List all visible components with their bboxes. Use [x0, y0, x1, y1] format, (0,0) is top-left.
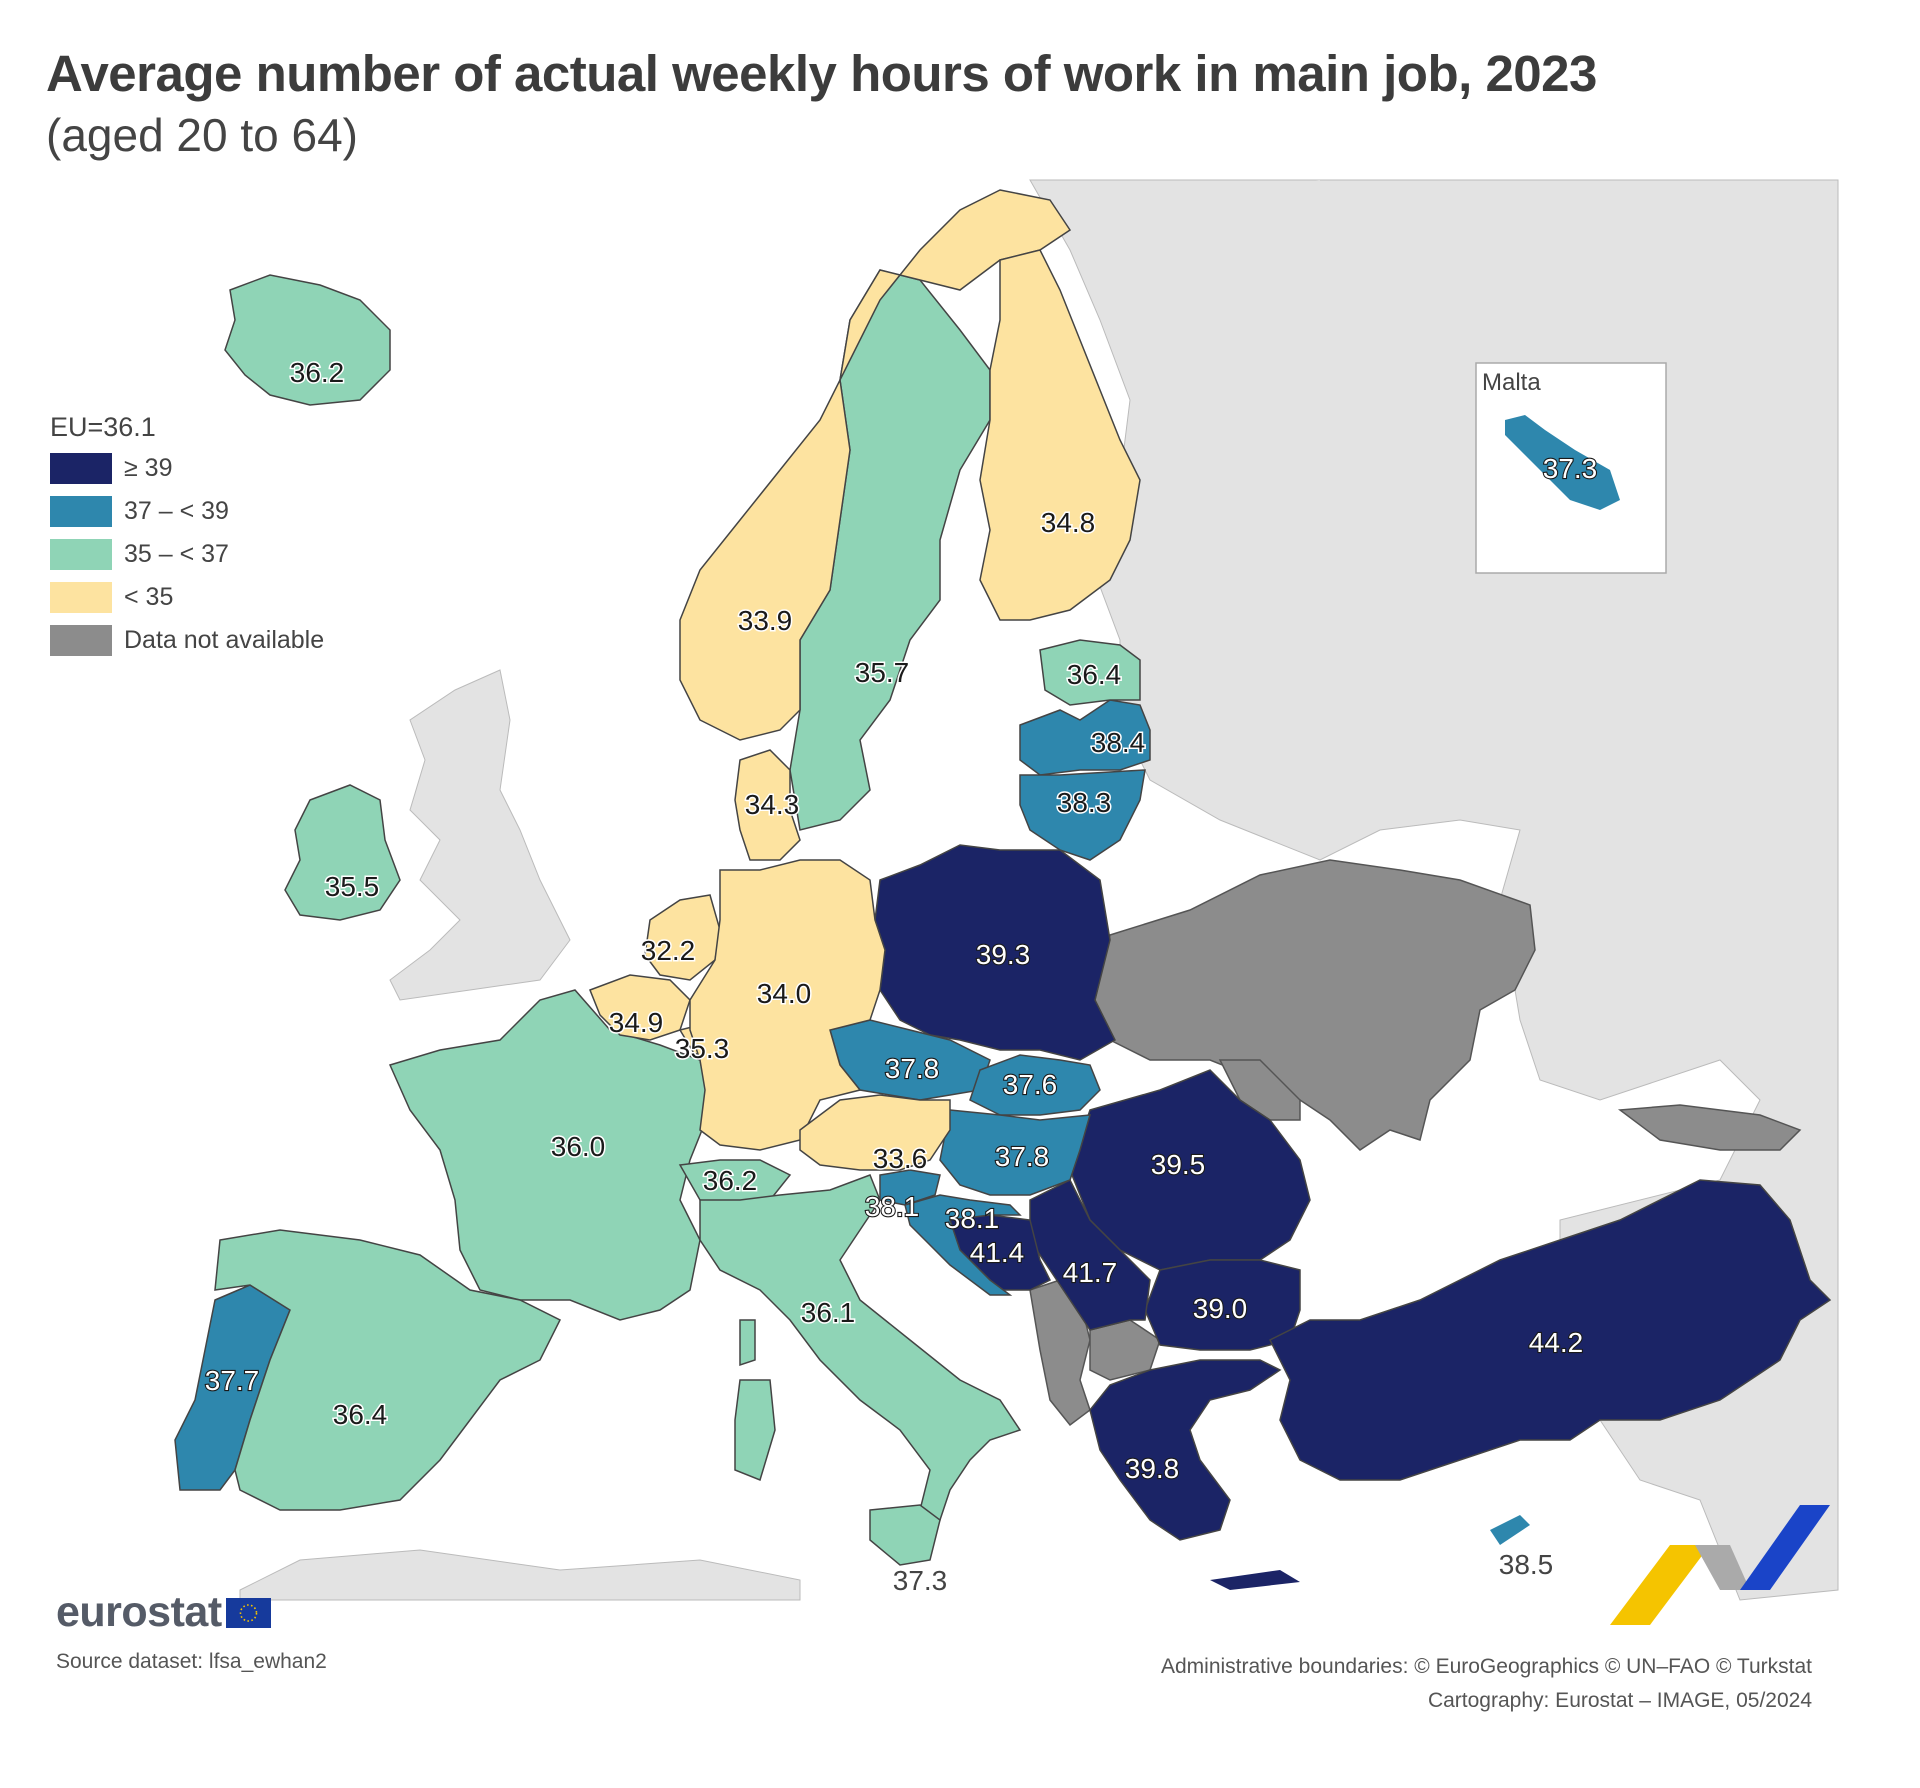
- value-label-portugal: 37.7: [205, 1365, 260, 1396]
- country-ukraine: [1094, 859, 1536, 1151]
- country-slovakia: [969, 1054, 1101, 1116]
- value-label-t-rkiye: 44.2: [1529, 1327, 1584, 1358]
- value-label-france: 36.0: [551, 1131, 606, 1162]
- value-label-finland: 34.8: [1041, 507, 1096, 538]
- country-greece-crete: [1210, 1570, 1300, 1590]
- value-label-romania: 39.5: [1151, 1149, 1206, 1180]
- country-italy-sicily: [869, 1504, 941, 1566]
- country-croatia: [904, 1194, 1022, 1296]
- legend-swatch: [50, 453, 112, 484]
- map-subtitle: (aged 20 to 64): [46, 109, 359, 161]
- country-germany: [689, 859, 886, 1151]
- eurostat-blue-mark: [1740, 1505, 1830, 1590]
- legend-row-35-37: 35 – < 37: [50, 533, 324, 576]
- value-label-bosnia-and-herzegovina: 41.4: [970, 1237, 1025, 1268]
- value-label-poland: 39.3: [976, 939, 1031, 970]
- value-labels: 36.2 33.9 35.7 34.8 36.4 38.4 38.3 34.3 35.5 32.2…: [204, 356, 1599, 1597]
- eu-flag-icon: [225, 1597, 271, 1628]
- country-italy: [699, 1174, 1022, 1522]
- value-label-greece: 39.8: [1125, 1453, 1180, 1484]
- country-estonia: [1039, 639, 1141, 706]
- source-note: Source dataset: lfsa_ewhan2: [56, 1650, 327, 1673]
- eurostat-yellow-mark: [1610, 1545, 1710, 1625]
- map-title: Average number of actual weekly hours of…: [46, 45, 1597, 102]
- value-label-switzerland: 36.2: [703, 1165, 758, 1196]
- value-label-bulgaria: 39.0: [1193, 1293, 1248, 1324]
- malta-inset-title: Malta: [1482, 369, 1541, 396]
- land-greenland-strip: [1240, 180, 1320, 230]
- credits-note: Administrative boundaries: © EuroGeograp…: [1161, 1650, 1812, 1718]
- land-uk: [389, 669, 571, 1001]
- country-serbia: [1029, 1178, 1151, 1331]
- legend-row-37-39: 37 – < 39: [50, 490, 324, 533]
- value-label-ireland: 35.5: [325, 871, 380, 902]
- legend-swatch: [50, 625, 112, 656]
- legend-swatch: [50, 539, 112, 570]
- country-lithuania: [1019, 769, 1146, 861]
- legend-label: Data not available: [124, 626, 325, 654]
- legend-row-ge39: ≥ 39: [50, 447, 324, 490]
- value-label-slovenia: 38.1: [865, 1191, 920, 1222]
- country-italy-sardinia: [734, 1379, 776, 1482]
- eurostat-logo: eurostat: [56, 1588, 271, 1637]
- country-finland: [979, 249, 1141, 621]
- credits-line-2: Cartography: Eurostat – IMAGE, 05/2024: [1427, 1689, 1812, 1712]
- value-label-latvia: 38.4: [1091, 727, 1146, 758]
- value-label-serbia: 41.7: [1063, 1257, 1118, 1288]
- legend-label: < 35: [124, 583, 174, 611]
- value-label-lithuania: 38.3: [1057, 787, 1112, 818]
- value-label-czechia: 37.8: [885, 1053, 940, 1084]
- country-france-corsica: [739, 1319, 756, 1367]
- legend-row-lt35: < 35: [50, 576, 324, 619]
- eurostat-logo-text: eurostat: [56, 1588, 222, 1636]
- legend-swatch: [50, 496, 112, 527]
- value-label-netherlands: 32.2: [641, 935, 696, 966]
- legend-label: 37 – < 39: [124, 497, 229, 525]
- value-label-sweden: 35.7: [855, 657, 910, 688]
- value-label-croatia: 38.1: [945, 1203, 1000, 1234]
- value-label-iceland: 36.2: [290, 357, 345, 388]
- legend-label: ≥ 39: [124, 454, 173, 482]
- country-turkiye: [1268, 1179, 1832, 1481]
- country-greece: [1089, 1359, 1282, 1541]
- country-latvia: [1019, 699, 1151, 776]
- value-label-belgium: 34.9: [609, 1007, 664, 1038]
- legend: EU=36.1 ≥ 39 37 – < 39 35 – < 37 < 35 Da…: [50, 412, 324, 662]
- value-label-malta: 37.3: [1543, 453, 1598, 484]
- value-label-denmark: 34.3: [745, 789, 800, 820]
- value-label-spain: 36.4: [333, 1399, 388, 1430]
- value-label-italy: 36.1: [801, 1297, 856, 1328]
- country-austria: [799, 1094, 951, 1171]
- country-malta-shape: [1505, 415, 1620, 510]
- country-norway: [679, 189, 1072, 741]
- country-hungary: [939, 1109, 1092, 1196]
- country-spain: [214, 1229, 562, 1511]
- country-ireland: [284, 784, 401, 921]
- legend-eu-average: EU=36.1: [50, 412, 156, 442]
- credits-line-1: Administrative boundaries: © EuroGeograp…: [1160, 1655, 1812, 1678]
- eurostat-grey-mark: [1695, 1545, 1750, 1590]
- value-label-italy-sicily-: 37.3: [893, 1565, 948, 1596]
- value-label-luxembourg: 35.3: [675, 1033, 730, 1064]
- legend-row-na: Data not available: [50, 619, 324, 662]
- country-iceland: [224, 274, 391, 406]
- value-label-slovakia: 37.6: [1003, 1069, 1058, 1100]
- value-label-germany: 34.0: [757, 978, 812, 1009]
- value-label-austria: 33.6: [873, 1143, 928, 1174]
- value-label-cyprus: 38.5: [1499, 1549, 1554, 1580]
- land-north-africa: [239, 1549, 801, 1601]
- value-label-estonia: 36.4: [1067, 659, 1122, 690]
- legend-label: 35 – < 37: [124, 540, 229, 568]
- country-cyprus: [1490, 1515, 1530, 1545]
- value-label-norway: 33.9: [738, 605, 793, 636]
- value-label-hungary: 37.8: [995, 1141, 1050, 1172]
- country-denmark: [734, 749, 801, 861]
- legend-swatch: [50, 582, 112, 613]
- country-georgia: [1617, 1104, 1802, 1151]
